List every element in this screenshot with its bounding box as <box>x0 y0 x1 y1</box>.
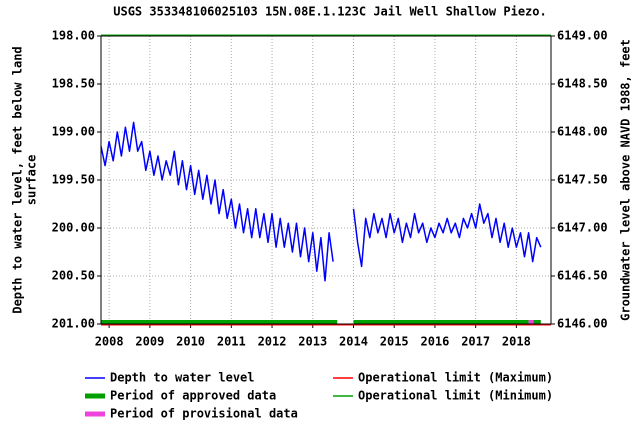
period-bar <box>528 320 534 324</box>
y2-tick-label: 6146.50 <box>557 269 608 283</box>
chart-title: USGS 353348106025103 15N.08E.1.123C Jail… <box>113 5 546 19</box>
x-tick-label: 2015 <box>380 335 409 349</box>
y2-tick-label: 6147.00 <box>557 221 608 235</box>
legend-label: Operational limit (Minimum) <box>358 389 553 403</box>
x-tick-label: 2010 <box>176 335 205 349</box>
y-tick-label: 198.50 <box>52 77 95 91</box>
y2-tick-label: 6148.00 <box>557 125 608 139</box>
period-bar <box>353 320 529 324</box>
legend-swatch <box>85 393 105 399</box>
legend-label: Operational limit (Maximum) <box>358 371 553 385</box>
y-tick-label: 198.00 <box>52 29 95 43</box>
y2-axis-label: Groundwater level above NAVD 1988, feet <box>619 39 633 321</box>
x-tick-label: 2016 <box>420 335 449 349</box>
y-axis-label: Depth to water level, feet below land su… <box>11 46 39 313</box>
y2-tick-label: 6148.50 <box>557 77 608 91</box>
x-tick-label: 2009 <box>135 335 164 349</box>
y-label-line: surface <box>25 155 39 206</box>
data-line <box>100 121 542 282</box>
legend-label: Period of provisional data <box>110 407 298 421</box>
x-tick-label: 2012 <box>258 335 287 349</box>
y-tick-label: 199.50 <box>52 173 95 187</box>
y2-tick-label: 6147.50 <box>557 173 608 187</box>
y2-tick-label: 6146.00 <box>557 317 608 331</box>
period-bar <box>101 320 338 324</box>
x-tick-label: 2008 <box>95 335 124 349</box>
x-tick-label: 2017 <box>461 335 490 349</box>
y-tick-label: 201.00 <box>52 317 95 331</box>
legend-swatch <box>85 411 105 417</box>
legend-label: Depth to water level <box>110 371 255 385</box>
x-tick-label: 2014 <box>339 335 368 349</box>
y2-tick-label: 6149.00 <box>557 29 608 43</box>
plot-frame <box>100 35 552 325</box>
y-tick-label: 200.50 <box>52 269 95 283</box>
legend-label: Period of approved data <box>110 389 276 403</box>
x-tick-label: 2018 <box>502 335 531 349</box>
y-tick-label: 199.00 <box>52 125 95 139</box>
y-tick-label: 200.00 <box>52 221 95 235</box>
x-tick-label: 2013 <box>298 335 327 349</box>
period-bar <box>533 320 541 324</box>
y-label-line: Depth to water level, feet below land <box>11 46 25 313</box>
x-tick-label: 2011 <box>217 335 246 349</box>
